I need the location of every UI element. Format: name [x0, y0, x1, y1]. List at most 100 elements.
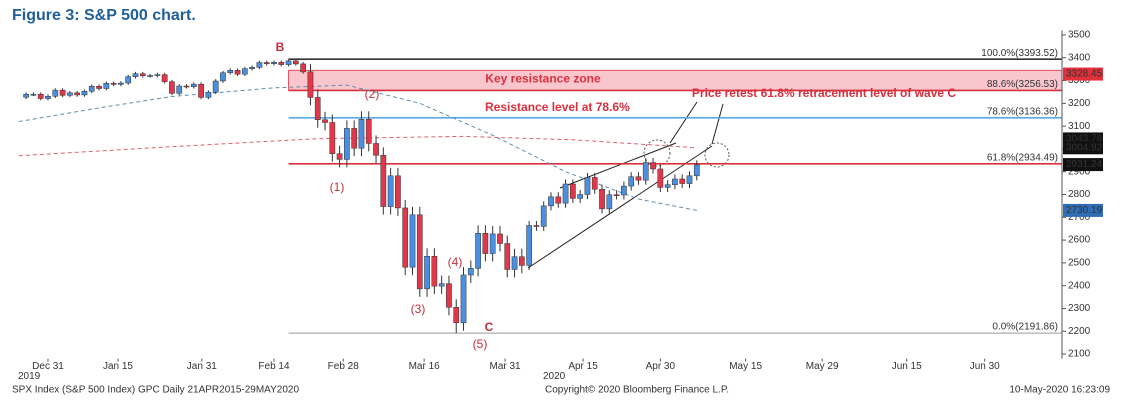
candle-body — [672, 178, 678, 185]
candle — [293, 60, 299, 66]
candle — [518, 248, 525, 274]
candle — [212, 79, 219, 94]
candle — [81, 89, 88, 97]
wave-label: (5) — [473, 337, 488, 351]
candle — [183, 84, 190, 89]
fib-label: 78.6%(3136.36) — [987, 106, 1058, 117]
fib-label: 61.8%(2934.49) — [987, 152, 1058, 163]
candle-body — [489, 233, 496, 254]
candle-body — [453, 307, 460, 324]
candle-body — [504, 243, 511, 270]
candle — [438, 275, 445, 295]
candle — [271, 60, 277, 66]
candle-body — [570, 183, 576, 199]
candle-body — [314, 97, 321, 120]
candle — [314, 89, 321, 128]
candle — [650, 158, 656, 174]
x-tick-label: May 29 — [806, 361, 839, 372]
candle — [424, 248, 430, 297]
candle-body — [45, 96, 51, 99]
wave-label: (1) — [330, 180, 345, 194]
candle-body — [278, 62, 285, 65]
candle-body — [74, 92, 81, 96]
candle-body — [686, 175, 693, 184]
candle-body — [533, 225, 540, 227]
candle — [220, 70, 226, 83]
candle — [52, 88, 59, 99]
candle-body — [234, 70, 241, 75]
candle-body — [227, 70, 234, 74]
candle-body — [365, 119, 372, 144]
candle — [475, 225, 481, 277]
candle-body — [482, 232, 489, 254]
candle — [526, 220, 532, 270]
wave-label: (4) — [448, 255, 463, 269]
candle-body — [446, 283, 452, 308]
candle — [489, 225, 496, 262]
candle — [504, 235, 511, 278]
price-tag — [1063, 141, 1103, 155]
candle — [263, 60, 270, 66]
moving-average — [18, 135, 697, 157]
upper-trend-line — [559, 142, 677, 189]
x-tick-label: Jan 31 — [187, 361, 217, 372]
candle — [329, 114, 336, 162]
candle — [373, 135, 379, 164]
candle-body — [613, 194, 620, 196]
candle — [110, 81, 117, 87]
candle — [23, 92, 29, 100]
candle — [540, 201, 547, 231]
candle-body — [125, 76, 132, 84]
candle — [249, 65, 255, 71]
candle — [460, 266, 467, 331]
candle — [387, 167, 394, 215]
candle — [45, 94, 51, 101]
candle-body — [693, 164, 700, 177]
y-tick-label: 2200 — [1068, 326, 1091, 337]
y-tick-label: 2300 — [1068, 303, 1091, 314]
candle-body — [606, 194, 613, 210]
candle-body — [511, 256, 518, 270]
price-tag-label: 2730.19 — [1066, 205, 1103, 216]
candle-body — [562, 183, 569, 204]
candle — [467, 260, 474, 283]
wave-label: B — [276, 40, 285, 54]
candle — [672, 174, 678, 190]
candle — [285, 59, 292, 67]
candle — [628, 172, 635, 191]
candle-body — [424, 256, 430, 290]
candle-body — [293, 60, 299, 65]
candle-body — [132, 73, 139, 77]
candle — [322, 111, 328, 131]
candle-body — [358, 119, 365, 149]
price-tag — [1063, 67, 1103, 81]
candle-body — [161, 74, 168, 82]
candle-body — [59, 89, 66, 96]
candle — [548, 192, 554, 211]
candle — [37, 92, 44, 101]
candle — [562, 179, 569, 208]
candle — [642, 158, 649, 185]
x-tick-label: Dec 31 — [32, 361, 64, 372]
candle — [664, 180, 671, 192]
candle-body — [67, 92, 73, 96]
arrow — [669, 101, 698, 144]
candle-body — [30, 93, 37, 96]
candle — [446, 275, 452, 316]
candle — [190, 82, 197, 89]
y-tick-label: 2100 — [1068, 349, 1091, 360]
retest-circle — [704, 142, 730, 168]
candle-body — [555, 196, 562, 204]
fib-label: 0.0%(2191.86) — [992, 322, 1058, 333]
candle — [358, 111, 365, 157]
candle — [613, 190, 620, 200]
x-tick-label: Feb 28 — [328, 361, 360, 372]
candle-body — [249, 67, 255, 69]
wave-label: (3) — [411, 302, 426, 316]
candle-body — [336, 153, 343, 160]
candle-body — [373, 143, 379, 156]
candle — [227, 68, 234, 75]
zone-label: Key resistance zone — [485, 72, 601, 86]
candle-body — [409, 214, 416, 268]
candle-body — [118, 82, 124, 85]
